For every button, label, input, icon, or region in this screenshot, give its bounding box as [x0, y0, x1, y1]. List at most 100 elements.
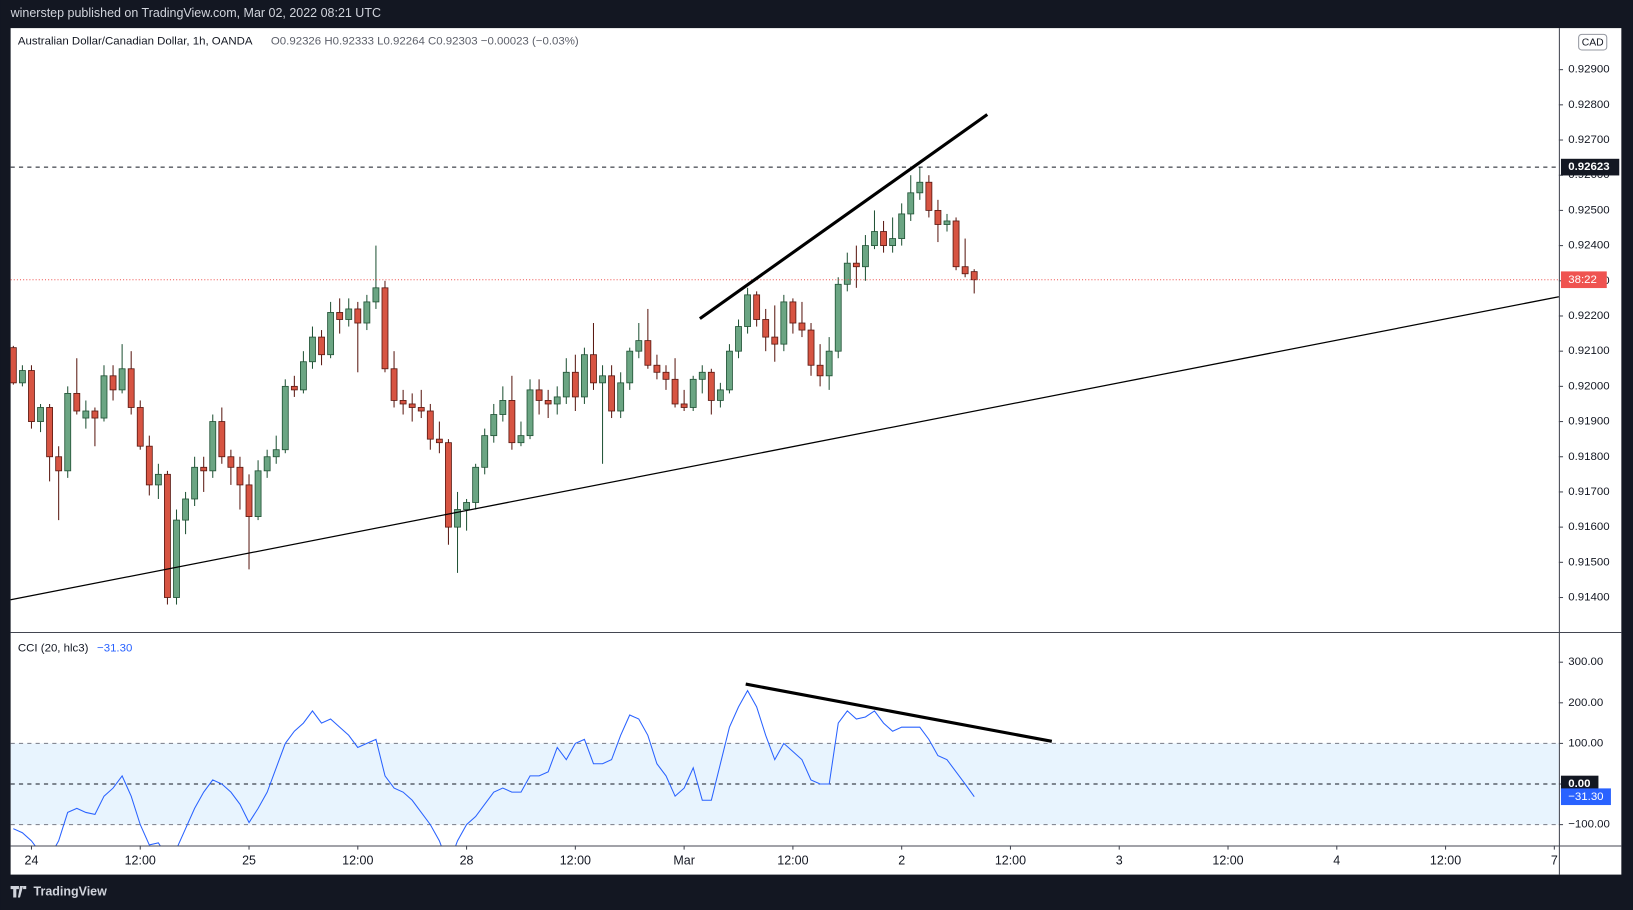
candle-body — [662, 371, 670, 380]
candle-body — [644, 340, 652, 366]
symbol-title: Australian Dollar/Canadian Dollar, 1h, O… — [18, 36, 253, 48]
candle-body — [327, 312, 335, 356]
candle-body — [617, 382, 625, 412]
candle-body — [417, 407, 425, 412]
candle-body — [55, 456, 63, 472]
candle-body — [345, 308, 353, 320]
candle-body — [680, 403, 688, 408]
candle-body — [37, 407, 44, 422]
candle-body — [698, 371, 706, 380]
candle-body — [490, 414, 498, 437]
candle-body — [109, 375, 117, 391]
candle-body — [381, 287, 389, 370]
price-pane — [10, 166, 1559, 605]
tv-logo — [10, 886, 27, 898]
candle-body — [735, 326, 742, 352]
header: winerstep published on TradingView.com, … — [10, 6, 381, 20]
candle-body — [943, 220, 951, 225]
trend-line — [698, 113, 989, 320]
y-tick-label: 300.00 — [1568, 656, 1603, 668]
x-tick-label: Mar — [673, 853, 695, 867]
candle-body — [399, 400, 407, 405]
candle-body — [218, 421, 226, 458]
axes: 0.91400 0.91500 0.91600 0.91700 0.91800 0.919… — [25, 64, 1620, 867]
candle-body — [182, 498, 189, 521]
x-tick-label: 12:00 — [125, 853, 156, 867]
candle-body — [426, 410, 434, 440]
candle-body — [254, 470, 262, 517]
candle-body — [599, 375, 606, 384]
candle-body — [581, 354, 588, 398]
candle-body — [164, 473, 171, 598]
x-tick-label: 28 — [460, 853, 474, 867]
y-tick-label: 0.92900 — [1568, 64, 1609, 76]
last-value-box — [1560, 788, 1611, 806]
candle-body — [463, 502, 470, 510]
candle-body — [145, 445, 153, 486]
candle-body — [834, 283, 842, 352]
candle-body — [499, 400, 507, 415]
candle-body — [744, 294, 751, 327]
candle-body — [925, 181, 933, 211]
candle-body — [200, 466, 208, 472]
cci-line — [13, 689, 975, 846]
countdown: 38:22 — [1568, 274, 1597, 286]
candle-body — [753, 294, 761, 320]
high-label: 0.92623 — [1568, 161, 1609, 173]
candle-body — [825, 350, 833, 377]
candle-body — [871, 231, 878, 247]
candle-body — [236, 466, 244, 486]
trend-line — [10, 296, 1559, 601]
candle-body — [762, 319, 770, 338]
candle-body — [481, 435, 489, 468]
cci-legend-value: −31.30 — [97, 643, 132, 655]
candle-body — [154, 473, 162, 486]
candle-body — [18, 370, 26, 384]
candle-body — [635, 340, 643, 352]
candle-body — [907, 192, 915, 215]
candle-body — [689, 378, 697, 408]
candle-body — [127, 368, 135, 408]
y-tick-label: 0.92700 — [1568, 134, 1609, 146]
candle-body — [653, 364, 661, 373]
x-tick-label: 4 — [1333, 853, 1340, 867]
candle-body — [272, 449, 280, 458]
candle-body — [553, 396, 561, 405]
y-tick-label: 0.91700 — [1568, 486, 1609, 498]
candle-body — [390, 368, 398, 401]
x-tick-label: 12:00 — [777, 853, 808, 867]
candle-body — [726, 350, 733, 391]
y-tick-label: 0.92400 — [1568, 240, 1609, 252]
candle-body — [281, 385, 289, 451]
x-tick-label: 7 — [1551, 853, 1558, 867]
candle-body — [408, 403, 416, 408]
high-label-box — [1560, 158, 1620, 176]
candle-body — [91, 410, 99, 419]
candle-body — [290, 385, 298, 391]
candle-body — [472, 466, 480, 503]
candle-body — [245, 484, 253, 517]
x-tick-label: 12:00 — [1430, 853, 1461, 867]
candle-body — [227, 456, 235, 468]
candle-body — [571, 371, 579, 398]
x-tick-label: 3 — [1116, 853, 1123, 867]
zero-label-box — [1560, 775, 1599, 793]
countdown-box — [1560, 271, 1607, 289]
candle-body — [852, 262, 860, 268]
x-tick-label: 25 — [242, 853, 256, 867]
candle-body — [100, 375, 108, 419]
candle-body — [82, 410, 90, 419]
candle-body — [771, 336, 779, 345]
x-tick-label: 12:00 — [995, 853, 1026, 867]
candle-body — [880, 231, 887, 247]
candle-body — [191, 466, 199, 500]
candle-body — [46, 407, 54, 458]
candle-body — [517, 435, 525, 444]
y-tick-label: 0.91500 — [1568, 556, 1609, 568]
y-tick-label: 0.91400 — [1568, 592, 1609, 604]
candle-body — [807, 329, 815, 366]
currency: CAD — [1582, 37, 1604, 48]
candle-body — [73, 392, 81, 412]
candle-body — [435, 438, 443, 444]
candle-body — [372, 287, 380, 303]
